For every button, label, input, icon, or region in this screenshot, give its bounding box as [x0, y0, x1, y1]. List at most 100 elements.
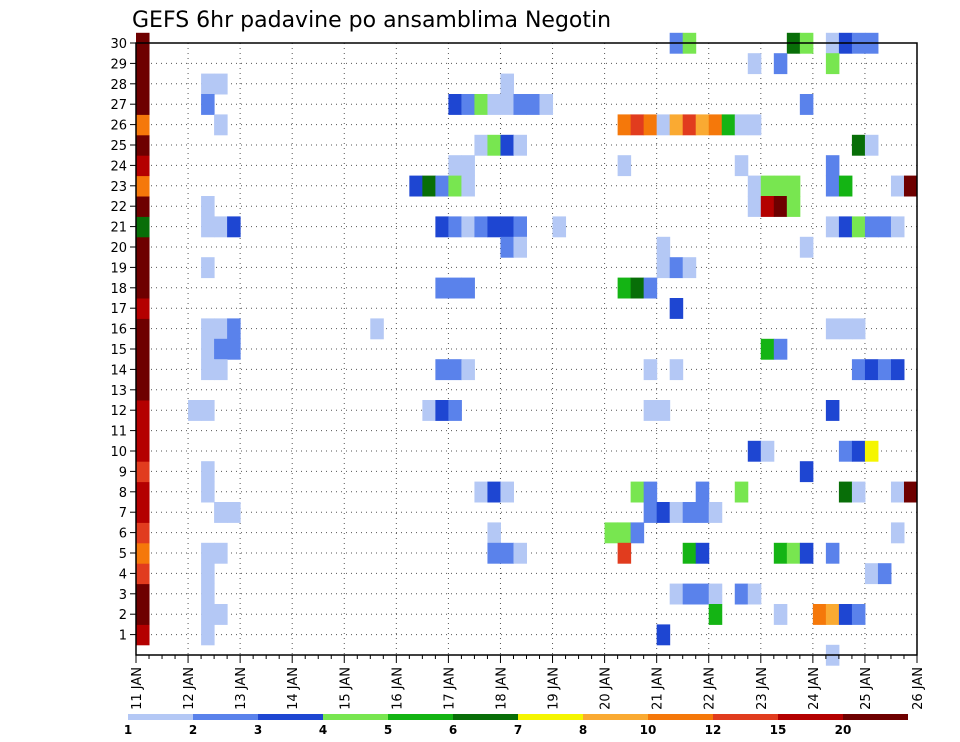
heatmap-cell [487, 481, 501, 503]
heatmap-cell [812, 604, 827, 625]
heatmap-cell [682, 257, 697, 279]
y-tick-label: 11 [110, 425, 127, 440]
heatmap-cell [630, 114, 645, 136]
heatmap-cell [474, 94, 488, 115]
heatmap-cell [825, 542, 840, 564]
heatmap-cell [422, 400, 436, 421]
x-tick-label: 13 JAN [234, 667, 249, 710]
heatmap-cell [513, 94, 527, 115]
heatmap-cell [500, 542, 514, 564]
heatmap-cell [500, 216, 514, 238]
heatmap-cell [201, 461, 215, 483]
heatmap-cell [851, 604, 866, 625]
x-tick-label: 22 JAN [703, 667, 718, 710]
heatmap-cell [643, 277, 658, 299]
heatmap-cell [214, 318, 228, 340]
color-legend: 1 2 3 4 5 6 7 8 10 12 15 20 [124, 714, 908, 737]
heatmap-cell [617, 522, 632, 544]
heatmap-cell [448, 94, 462, 115]
y-tick-label: 29 [110, 57, 127, 72]
y-tick-label: 24 [110, 159, 127, 174]
heatmap-cell [214, 114, 228, 136]
heatmap-cell [734, 481, 749, 503]
y-tick-label: 23 [110, 180, 127, 195]
x-tick-label: 23 JAN [755, 667, 770, 710]
heatmap-cell [851, 216, 866, 238]
y-tick-label: 20 [110, 241, 127, 256]
heatmap-cell [487, 134, 501, 156]
heatmap-cell [461, 277, 475, 299]
heatmap-cell [734, 583, 749, 605]
heatmap-cell [695, 481, 710, 503]
heatmap-cell [188, 400, 202, 421]
y-tick-label: 1 [119, 629, 127, 644]
heatmap-cell [201, 542, 215, 564]
heatmap-cell [838, 481, 853, 503]
heatmap-cells [136, 32, 918, 666]
y-tick-label: 6 [119, 527, 127, 542]
heatmap-cell [695, 583, 710, 605]
heatmap-cell [513, 134, 527, 156]
y-tick-label: 4 [119, 567, 127, 582]
y-tick-label: 15 [110, 343, 127, 358]
heatmap-cell-11jan [136, 134, 150, 156]
y-tick-label: 22 [110, 200, 127, 215]
heatmap-cell [214, 542, 228, 564]
heatmap-cell [435, 175, 449, 197]
heatmap-cell [526, 94, 541, 115]
heatmap-cell [656, 257, 671, 279]
heatmap-cell [201, 583, 215, 605]
legend-label: 20 [835, 723, 852, 737]
heatmap-cell [877, 359, 892, 381]
heatmap-cell-11jan [136, 461, 150, 483]
heatmap-cell [539, 94, 554, 115]
heatmap-cell [461, 94, 475, 115]
legend-swatch [518, 714, 583, 720]
y-tick-label: 2 [119, 608, 127, 623]
heatmap-cell [201, 481, 215, 503]
heatmap-cell [617, 114, 632, 136]
heatmap-cell [799, 542, 814, 564]
heatmap-cell-11jan [136, 94, 150, 115]
heatmap-cell [890, 522, 905, 544]
heatmap-cell [656, 624, 671, 646]
heatmap-cell [877, 216, 892, 238]
heatmap-cell [227, 318, 241, 340]
heatmap-cell [500, 481, 514, 503]
legend-swatch [778, 714, 843, 720]
heatmap-cell [747, 196, 762, 217]
heatmap-cell-11jan [136, 318, 150, 340]
legend-label: 12 [705, 723, 722, 737]
y-tick-label: 27 [110, 98, 127, 113]
heatmap-cell [669, 359, 684, 381]
x-tick-label: 15 JAN [338, 667, 353, 710]
heatmap-cell [643, 400, 658, 421]
heatmap-cell [760, 440, 775, 462]
heatmap-cell-11jan [136, 624, 150, 646]
heatmap-cell [669, 583, 684, 605]
heatmap-cell [201, 338, 215, 360]
heatmap-cell [682, 542, 697, 564]
heatmap-cell [604, 522, 619, 544]
x-tick-label: 24 JAN [807, 667, 822, 710]
heatmap-cell [734, 114, 749, 136]
heatmap-cell [435, 216, 449, 238]
heatmap-cell-11jan [136, 542, 150, 564]
legend-label: 1 [124, 723, 132, 737]
heatmap-cell [825, 400, 840, 421]
heatmap-cell [851, 134, 866, 156]
heatmap-cell [448, 216, 462, 238]
heatmap-cell-11jan [136, 604, 150, 625]
heatmap-cell [214, 216, 228, 238]
heatmap-cell [487, 522, 501, 544]
heatmap-cell [851, 318, 866, 340]
heatmap-cell [630, 277, 645, 299]
heatmap-cell [864, 359, 879, 381]
heatmap-cell [747, 175, 762, 197]
legend-swatch [323, 714, 388, 720]
heatmap-cell [903, 175, 918, 197]
heatmap-cell [708, 114, 723, 136]
heatmap-cell [851, 481, 866, 503]
heatmap-cell [201, 400, 215, 421]
heatmap-cell-11jan [136, 522, 150, 544]
